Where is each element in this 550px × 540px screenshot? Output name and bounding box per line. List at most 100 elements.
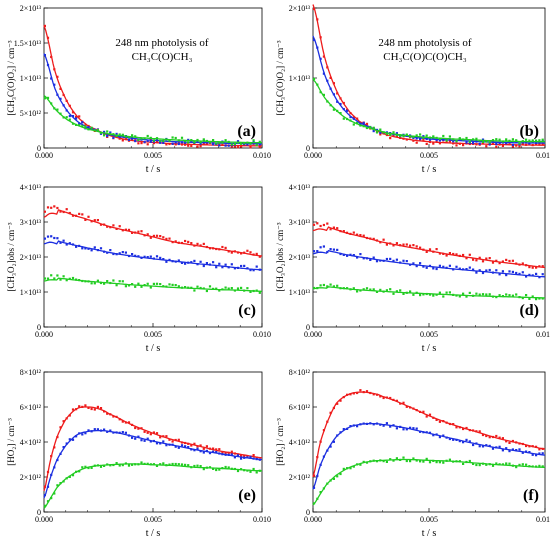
- data-point: [205, 445, 208, 448]
- data-point: [168, 258, 171, 261]
- data-point: [75, 435, 78, 438]
- data-point: [155, 464, 159, 467]
- series-green: [43, 95, 263, 147]
- data-point: [541, 265, 544, 268]
- data-point: [372, 256, 375, 259]
- data-point: [495, 145, 498, 148]
- data-point: [528, 139, 531, 142]
- data-point: [336, 227, 339, 230]
- data-point: [131, 436, 134, 439]
- data-point: [339, 399, 342, 402]
- data-point: [422, 138, 425, 141]
- data-point: [395, 457, 398, 460]
- data-point: [215, 266, 218, 269]
- data-point: [352, 465, 355, 468]
- data-point: [531, 295, 534, 298]
- data-point: [124, 251, 127, 254]
- data-point: [174, 445, 177, 448]
- data-point: [124, 228, 127, 231]
- data-point: [118, 280, 121, 283]
- data-point: [137, 138, 140, 141]
- x-tick-label: 0.005: [420, 330, 438, 339]
- data-point: [212, 261, 215, 264]
- y-tick-label: 4×10¹²: [20, 438, 42, 447]
- data-point: [468, 140, 471, 143]
- data-point: [149, 255, 152, 258]
- data-point: [249, 470, 252, 473]
- data-point: [365, 126, 369, 130]
- data-point: [495, 259, 498, 262]
- data-point: [392, 134, 395, 137]
- data-point: [478, 256, 481, 259]
- data-point: [359, 463, 362, 466]
- data-point: [199, 465, 202, 468]
- series-blue: [43, 53, 262, 147]
- data-point: [68, 118, 71, 121]
- data-point: [382, 460, 385, 463]
- data-point: [462, 441, 465, 444]
- data-point: [478, 430, 481, 433]
- data-point: [319, 284, 322, 287]
- data-point: [465, 257, 468, 260]
- data-point: [84, 432, 87, 435]
- data-point: [392, 292, 395, 295]
- data-point: [87, 406, 90, 409]
- data-point: [521, 142, 524, 145]
- y-tick-label: 6×10¹²: [20, 403, 42, 412]
- data-point: [149, 236, 152, 239]
- data-point: [224, 263, 227, 266]
- data-point: [478, 293, 481, 296]
- data-point: [159, 139, 162, 142]
- data-point: [448, 252, 451, 255]
- series-green: [312, 283, 545, 301]
- data-point: [508, 450, 511, 453]
- data-point: [498, 445, 501, 448]
- data-point: [246, 249, 249, 252]
- data-point: [405, 243, 408, 246]
- data-point: [382, 238, 385, 241]
- data-point: [131, 134, 134, 137]
- data-point: [230, 450, 233, 453]
- data-point: [485, 444, 488, 447]
- fit-line: [312, 4, 545, 146]
- data-point: [227, 466, 230, 469]
- data-point: [196, 140, 199, 143]
- data-point: [106, 412, 109, 415]
- data-point: [168, 237, 171, 240]
- data-point: [240, 264, 243, 268]
- data-point: [99, 407, 103, 410]
- data-point: [121, 251, 124, 254]
- y-tick-label: 0: [37, 144, 41, 153]
- data-point: [508, 441, 511, 444]
- data-point: [508, 259, 511, 263]
- data-point: [224, 452, 227, 455]
- data-point: [475, 259, 478, 262]
- data-point: [412, 244, 415, 247]
- data-point: [240, 286, 243, 289]
- data-point: [84, 218, 87, 221]
- data-point: [379, 131, 382, 134]
- data-point: [379, 128, 382, 131]
- data-point: [50, 235, 53, 238]
- series-blue: [312, 422, 546, 490]
- data-point: [106, 430, 109, 433]
- data-point: [159, 283, 162, 286]
- data-point: [87, 466, 90, 470]
- data-point: [121, 420, 124, 423]
- data-point: [103, 428, 106, 431]
- data-point: [395, 399, 398, 402]
- data-point: [59, 241, 62, 244]
- data-point: [508, 270, 511, 273]
- data-point: [106, 134, 109, 138]
- data-point: [118, 464, 121, 467]
- data-point: [184, 445, 187, 448]
- data-point: [227, 287, 230, 290]
- data-point: [385, 460, 388, 463]
- data-point: [187, 144, 190, 147]
- data-point: [84, 465, 87, 468]
- data-point: [199, 260, 202, 263]
- data-point: [205, 289, 208, 293]
- data-point: [475, 271, 478, 274]
- data-point: [425, 142, 428, 145]
- data-point: [137, 282, 140, 285]
